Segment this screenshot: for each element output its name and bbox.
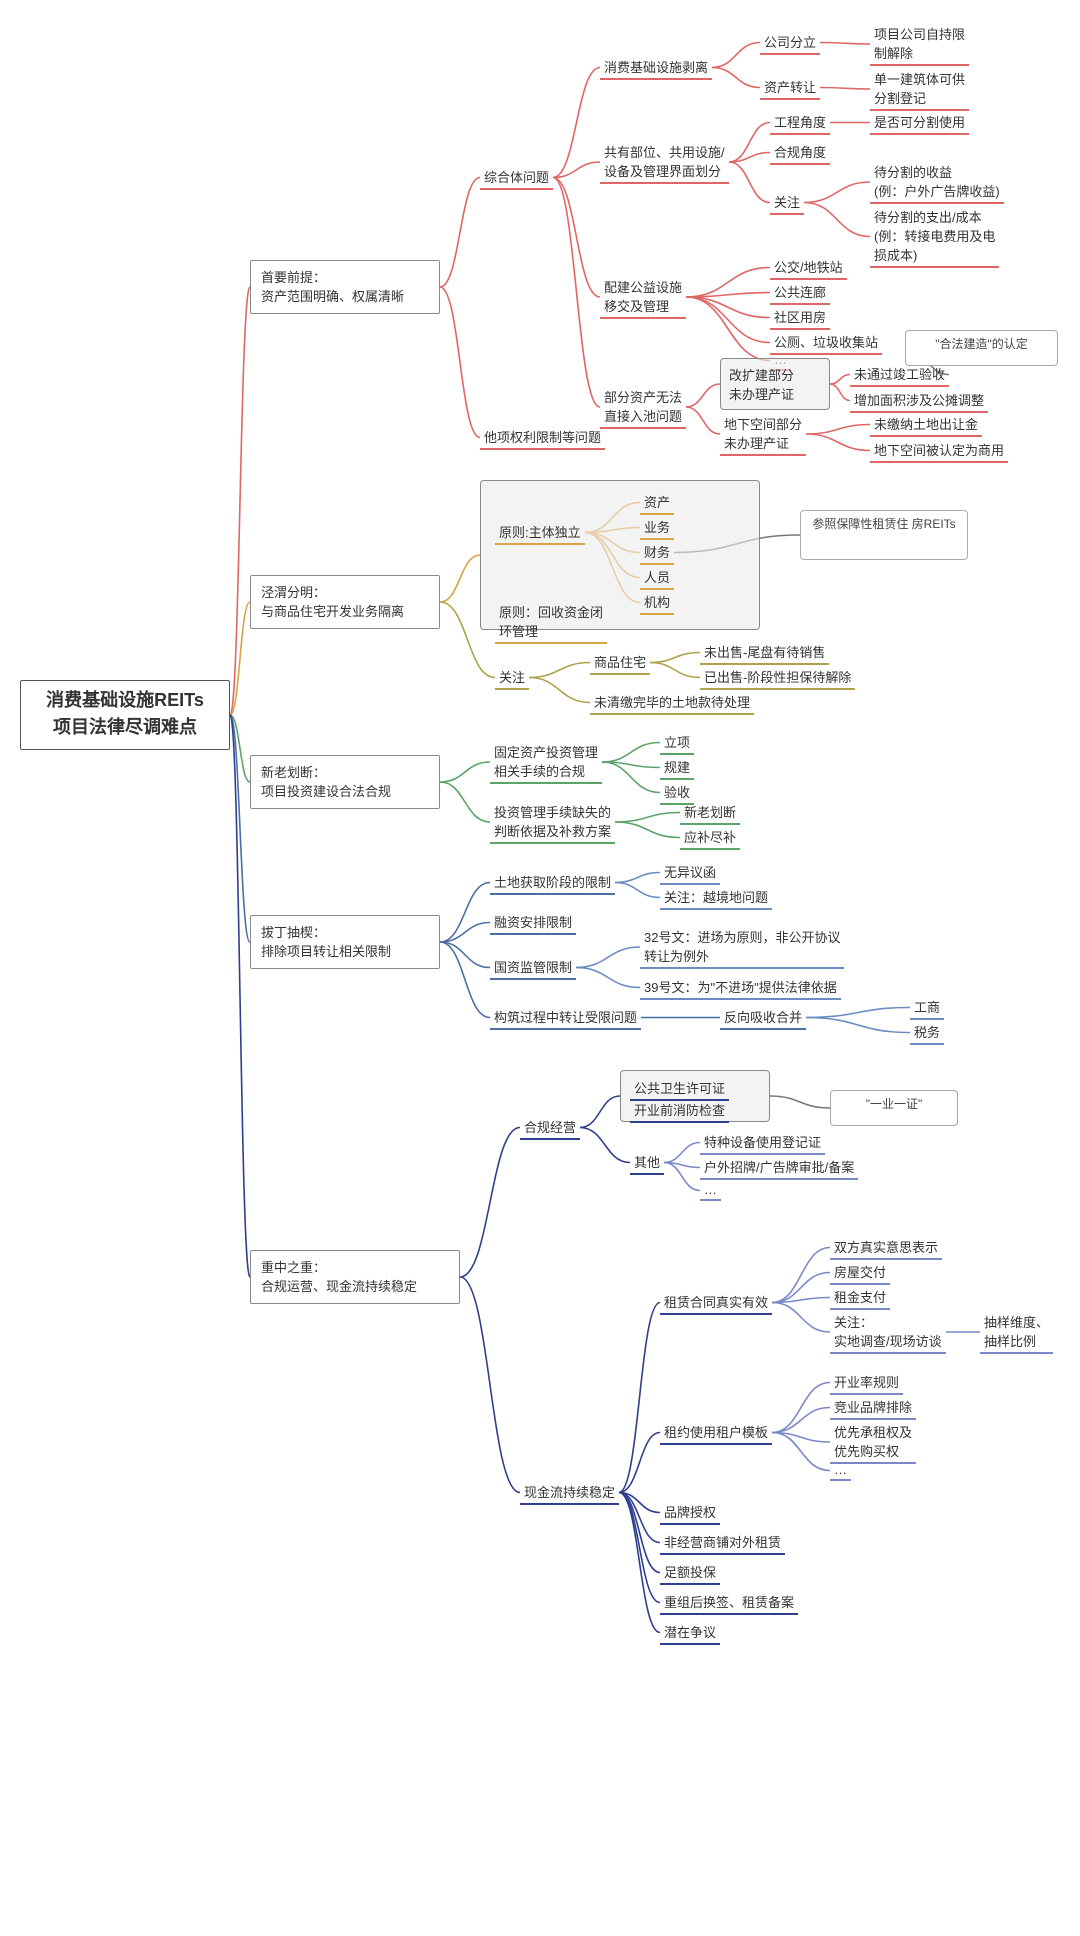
mindmap-node-b2a2: 未清缴完毕的土地款待处理 [590,690,754,715]
mindmap-node-b3b1: 新老划断 [680,800,740,825]
mindmap-node-b2a1: 商品住宅 [590,650,650,675]
mindmap-node-b3: 新老划断： 项目投资建设合法合规 [250,755,440,809]
mindmap-node-b2g1c: 财务 [640,540,674,565]
mindmap-node-b4c2: 39号文：为"不进场"提供法律依据 [640,975,841,1000]
mindmap-node-b1a4g1: 改扩建部分 未办理产证 [720,358,830,410]
mindmap-node-b2a: 关注 [495,665,529,690]
mindmap-nodes-layer: 消费基础设施REITs 项目法律尽调难点 首要前提： 资产范围明确、权属清晰泾渭分… [0,0,1080,1936]
mindmap-node-b2: 泾渭分明： 与商品住宅开发业务隔离 [250,575,440,629]
mindmap-node-b1a1b1: 单一建筑体可供 分割登记 [870,67,969,111]
mindmap-node-b1a3b: 公共连廊 [770,280,830,305]
mindmap-node-b2g1e: 机构 [640,590,674,615]
mindmap-node-b4d1a: 工商 [910,995,944,1020]
mindmap-node-b5b1d: 关注： 实地调查/现场访谈 [830,1310,946,1354]
mindmap-node-b5a2: 开业前消防检查 [630,1098,729,1123]
mindmap-node-b1a2: 共有部位、共用设施/ 设备及管理界面划分 [600,140,729,184]
mindmap-node-b2g1: 原则:主体独立 [495,520,585,545]
mindmap-node-b1a4g2b: 地下空间被认定为商用 [870,438,1008,463]
mindmap-node-b1: 首要前提： 资产范围明确、权属清晰 [250,260,440,314]
mindmap-node-b1a1a1: 项目公司自持限 制解除 [870,22,969,66]
mindmap-node-b5b6: 重组后换签、租赁备案 [660,1590,798,1615]
mindmap-node-b5b2d: … [830,1460,851,1481]
mindmap-node-b3a: 固定资产投资管理 相关手续的合规 [490,740,602,784]
mindmap-node-b5b: 现金流持续稳定 [520,1480,619,1505]
mindmap-node-b4c1: 32号文：进场为原则，非公开协议 转让为例外 [640,925,844,969]
mindmap-node-b1a4g1b: 增加面积涉及公摊调整 [850,388,988,413]
mindmap-node-b5b2c: 优先承租权及 优先购买权 [830,1420,916,1464]
mindmap-node-b4: 拔丁抽楔： 排除项目转让相关限制 [250,915,440,969]
mindmap-node-b1a3c: 社区用房 [770,305,830,330]
mindmap-node-b5b5: 足额投保 [660,1560,720,1585]
mindmap-node-b5b7: 潜在争议 [660,1620,720,1645]
mindmap-node-b1a2c1: 待分割的收益 (例：户外广告牌收益) [870,160,1004,204]
mindmap-node-b1a: 综合体问题 [480,165,553,190]
mindmap-node-b5b1: 租赁合同真实有效 [660,1290,772,1315]
mindmap-node-b2g2: 原则：回收资金闭 环管理 [495,600,607,644]
mindmap-node-b5b2: 租约使用租户模板 [660,1420,772,1445]
mindmap-node-b4d1: 反向吸收合并 [720,1005,806,1030]
mindmap-node-b5a: 合规经营 [520,1115,580,1140]
mindmap-node-b5b2b: 竞业品牌排除 [830,1395,916,1420]
mindmap-node-b4a2: 关注：越境地问题 [660,885,772,910]
mindmap-node-b1a1: 消费基础设施剥离 [600,55,712,80]
mindmap-node-b5a3a: 特种设备使用登记证 [700,1130,825,1155]
mindmap-node-root: 消费基础设施REITs 项目法律尽调难点 [20,680,230,750]
mindmap-node-b4a: 土地获取阶段的限制 [490,870,615,895]
mindmap-node-b5b1d1: 抽样维度、 抽样比例 [980,1310,1053,1354]
mindmap-node-b5b2a: 开业率规则 [830,1370,903,1395]
mindmap-node-b5b4: 非经营商铺对外租赁 [660,1530,785,1555]
mindmap-node-b3b2: 应补尽补 [680,825,740,850]
mindmap-note-noteC: "一业一证" [830,1090,958,1126]
mindmap-node-b4c: 国资监管限制 [490,955,576,980]
mindmap-node-b1a1a: 公司分立 [760,30,820,55]
mindmap-node-b2g1b: 业务 [640,515,674,540]
mindmap-node-b1a3a: 公交/地铁站 [770,255,847,280]
mindmap-note-noteB: 参照保障性租赁住 房REITs [800,510,968,560]
mindmap-node-b3a2: 规建 [660,755,694,780]
mindmap-node-b4d1b: 税务 [910,1020,944,1045]
mindmap-node-b1b: 他项权利限制等问题 [480,425,605,450]
mindmap-node-b2g1a: 资产 [640,490,674,515]
mindmap-node-b4a1: 无异议函 [660,860,720,885]
mindmap-node-b1a4g2: 地下空间部分 未办理产证 [720,412,806,456]
mindmap-node-b1a4: 部分资产无法 直接入池问题 [600,385,686,429]
mindmap-node-b5b1b: 房屋交付 [830,1260,890,1285]
mindmap-node-b1a4g2a: 未缴纳土地出让金 [870,412,982,437]
mindmap-node-b2g1d: 人员 [640,565,674,590]
mindmap-node-b2a1a: 未出售-尾盘有待销售 [700,640,829,665]
mindmap-note-noteA: "合法建造"的认定 [905,330,1058,366]
mindmap-node-b3a1: 立项 [660,730,694,755]
mindmap-node-b5: 重中之重： 合规运营、现金流持续稳定 [250,1250,460,1304]
mindmap-node-b2a1b: 已出售-阶段性担保待解除 [700,665,855,690]
mindmap-node-b5b1c: 租金支付 [830,1285,890,1310]
mindmap-node-b5a3b: 户外招牌/广告牌审批/备案 [700,1155,858,1180]
mindmap-node-b1a2c: 关注 [770,190,804,215]
mindmap-node-b5b3: 品牌授权 [660,1500,720,1525]
mindmap-node-b4d: 构筑过程中转让受限问题 [490,1005,641,1030]
mindmap-node-b5a3c: … [700,1180,721,1201]
mindmap-node-b1a2a1: 是否可分割使用 [870,110,969,135]
mindmap-node-b3b: 投资管理手续缺失的 判断依据及补救方案 [490,800,615,844]
mindmap-node-b5a3: 其他 [630,1150,664,1175]
mindmap-node-b4b: 融资安排限制 [490,910,576,935]
mindmap-node-b5b1a: 双方真实意思表示 [830,1235,942,1260]
mindmap-node-b1a3: 配建公益设施 移交及管理 [600,275,686,319]
mindmap-node-b1a2b: 合规角度 [770,140,830,165]
mindmap-node-b1a1b: 资产转让 [760,75,820,100]
mindmap-node-b1a2c2: 待分割的支出/成本 (例：转接电费用及电 损成本) [870,205,999,268]
mindmap-node-b1a2a: 工程角度 [770,110,830,135]
